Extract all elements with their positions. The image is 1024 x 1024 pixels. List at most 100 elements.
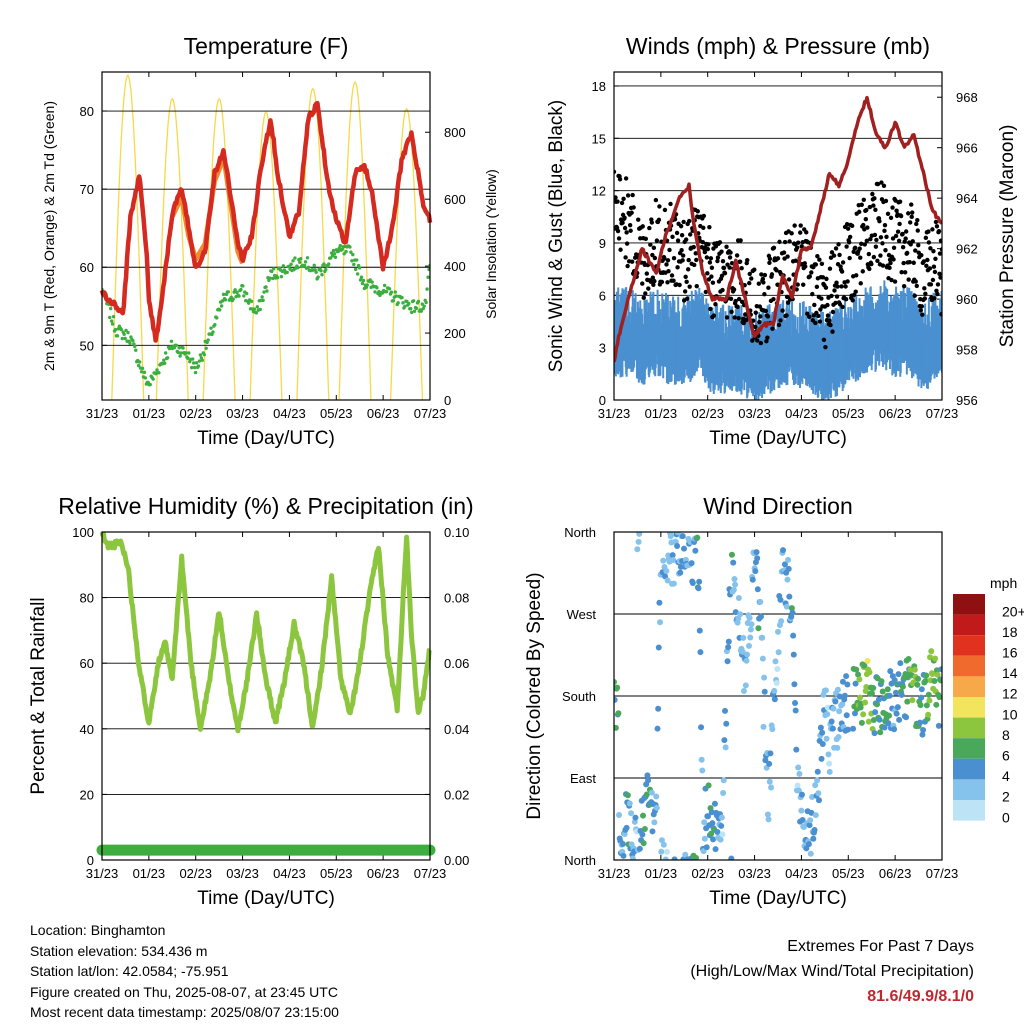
y2-tick-label: 0.10 — [444, 525, 469, 540]
direction-point — [662, 856, 669, 860]
x-tick-label: 07/23 — [926, 406, 959, 421]
dewpoint-point — [194, 361, 199, 365]
y-axis-label: Percent & Total Rainfall — [28, 597, 49, 794]
gust-point — [693, 251, 698, 256]
y2-axis-label: Solar Insolation (Yellow) — [483, 169, 499, 319]
dewpoint-point — [206, 338, 210, 342]
dewpoint-point — [382, 283, 387, 288]
colorbar-swatch — [953, 758, 985, 780]
gust-point — [833, 300, 838, 306]
dewpoint-point — [401, 301, 405, 305]
gust-point — [823, 344, 828, 350]
dewpoint-point — [314, 270, 318, 275]
gust-point — [827, 266, 833, 271]
direction-point — [932, 655, 939, 662]
dewpoint-point — [178, 354, 182, 358]
gust-point — [795, 240, 801, 245]
direction-point — [632, 814, 639, 821]
gust-point — [916, 242, 921, 248]
dewpoint-point — [176, 350, 180, 355]
gust-point — [722, 271, 728, 276]
direction-point — [624, 792, 631, 799]
direction-point — [766, 778, 773, 785]
direction-point — [761, 688, 768, 695]
gust-point — [708, 256, 714, 261]
direction-point — [824, 711, 831, 718]
gust-point — [650, 275, 656, 280]
dewpoint-point — [219, 304, 224, 308]
direction-point — [757, 598, 764, 605]
y2-tick-label: 0.06 — [444, 656, 469, 671]
gust-point — [629, 259, 635, 264]
gust-point — [814, 284, 820, 290]
dewpoint-point — [221, 292, 226, 297]
gust-point — [813, 262, 819, 267]
gust-point — [819, 296, 824, 301]
gust-point — [832, 288, 837, 293]
gust-point — [702, 249, 708, 255]
direction-point — [740, 687, 747, 694]
direction-point — [917, 702, 924, 709]
gust-point — [820, 275, 826, 280]
direction-point — [807, 850, 814, 857]
dewpoint-point — [197, 359, 202, 363]
gust-point — [799, 244, 804, 249]
gust-point — [624, 230, 629, 235]
gust-point — [646, 286, 651, 291]
y-tick-label: 9 — [599, 236, 606, 251]
colorbar-swatch — [953, 655, 985, 677]
dewpoint-point — [409, 310, 414, 315]
dewpoint-point — [355, 272, 360, 276]
gust-point — [680, 258, 685, 263]
gust-point — [825, 313, 831, 318]
gust-point — [785, 254, 790, 259]
dewpoint-point — [122, 332, 126, 336]
gust-point — [733, 298, 738, 304]
colorbar-swatch — [953, 800, 985, 821]
direction-point — [640, 812, 647, 819]
gust-point — [775, 256, 781, 261]
direction-point — [926, 697, 933, 704]
gust-point — [857, 246, 862, 251]
gust-point — [752, 267, 757, 272]
direction-point — [925, 691, 932, 698]
dewpoint-point — [271, 276, 275, 281]
dewpoint-point — [215, 316, 219, 320]
gust-point — [703, 289, 709, 295]
colorbar-swatch — [953, 635, 985, 656]
dewpoint-point — [242, 294, 246, 298]
gust-point — [708, 306, 713, 312]
gust-point — [823, 285, 829, 290]
direction-point — [696, 627, 703, 634]
y-tick-label: North — [564, 853, 596, 868]
gust-point — [704, 255, 710, 260]
gust-point — [901, 260, 906, 266]
dewpoint-point — [391, 298, 396, 303]
gust-point — [939, 312, 942, 317]
gust-point — [767, 256, 773, 261]
direction-point — [747, 626, 754, 633]
direction-point — [843, 712, 850, 719]
direction-point — [654, 725, 661, 732]
direction-point — [796, 770, 803, 777]
gust-point — [622, 225, 628, 231]
direction-point — [815, 790, 822, 797]
direction-point — [735, 594, 742, 601]
gust-point — [782, 239, 788, 245]
gust-point — [923, 235, 929, 241]
direction-point — [778, 618, 785, 625]
dewpoint-point — [322, 262, 326, 266]
gust-point — [625, 193, 631, 198]
y-tick-label: South — [562, 689, 596, 704]
dewpoint-point — [249, 299, 254, 303]
direction-point — [879, 688, 886, 695]
direction-point — [789, 609, 796, 616]
gust-point — [920, 312, 925, 317]
direction-point — [810, 835, 817, 842]
gust-point — [681, 219, 686, 225]
dewpoint-point — [200, 358, 205, 362]
x-axis-label: Time (Day/UTC) — [197, 428, 335, 449]
gust-point — [757, 319, 762, 325]
y2-tick-label: 958 — [956, 343, 978, 358]
gust-point — [640, 224, 645, 229]
